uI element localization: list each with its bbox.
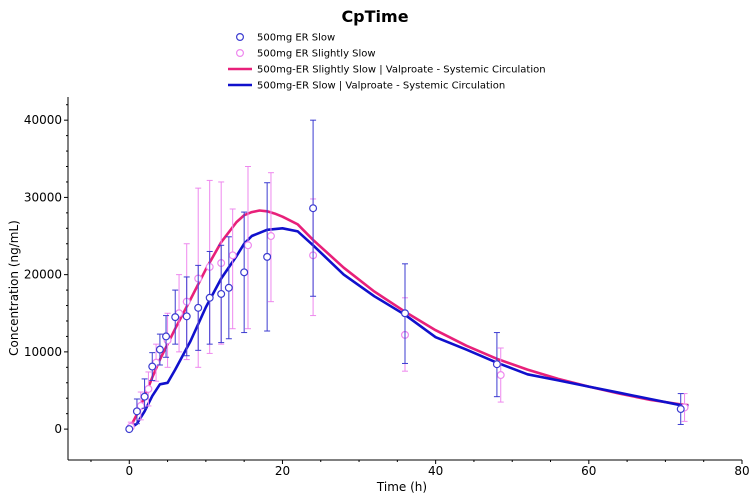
legend-entry: 500mg-ER Slightly Slow | Valproate - Sys… — [257, 65, 546, 76]
data-point — [309, 204, 318, 213]
legend-entry: 500mg ER Slightly Slow — [257, 49, 376, 60]
data-point — [194, 303, 203, 312]
data-point — [182, 312, 191, 321]
data-point — [266, 232, 275, 241]
legend-entry: 500mg ER Slow — [257, 33, 335, 44]
y-axis: 0 10000 20000 30000 40000 — [24, 104, 68, 436]
x-tick-label: 40 — [428, 464, 443, 478]
series-layer — [125, 119, 689, 434]
data-point — [155, 345, 164, 354]
data-point — [140, 392, 149, 401]
x-axis: 0 20 40 60 80 — [90, 460, 750, 478]
series-line — [128, 209, 689, 430]
legend: 500mg ER Slow 500mg ER Slightly Slow 500mg… — [228, 33, 546, 92]
series-line — [128, 227, 689, 431]
plot-area — [67, 97, 742, 461]
data-point — [492, 360, 501, 369]
data-point — [205, 293, 214, 302]
legend-entry: 500mg-ER Slow | Valproate - Systemic Cir… — [257, 81, 505, 92]
data-point — [125, 425, 134, 434]
y-tick-label: 40000 — [24, 113, 62, 127]
y-tick-label: 0 — [54, 422, 62, 436]
data-point — [263, 252, 272, 261]
legend-marker — [236, 32, 245, 41]
x-axis-label: Time (h) — [376, 480, 427, 494]
chart-title: CpTime — [341, 7, 408, 26]
legend-marker — [236, 48, 245, 57]
data-point — [243, 241, 252, 250]
y-axis-label: Concentration (ng/mL) — [7, 220, 21, 356]
data-point — [496, 371, 505, 380]
y-tick-label: 10000 — [24, 345, 62, 359]
x-tick-label: 80 — [734, 464, 749, 478]
data-point — [132, 407, 141, 416]
data-point — [224, 283, 233, 292]
y-tick-label: 30000 — [24, 190, 62, 204]
y-tick-label: 20000 — [24, 268, 62, 282]
data-point — [171, 313, 180, 322]
data-point — [144, 384, 153, 393]
x-tick-label: 0 — [125, 464, 133, 478]
data-point — [240, 268, 249, 277]
data-point — [676, 405, 685, 414]
data-point — [228, 251, 237, 260]
data-point — [148, 362, 157, 371]
data-point — [217, 289, 226, 298]
data-point — [401, 309, 410, 318]
x-tick-label: 60 — [581, 464, 596, 478]
x-tick-label: 20 — [275, 464, 290, 478]
data-point — [162, 332, 171, 341]
